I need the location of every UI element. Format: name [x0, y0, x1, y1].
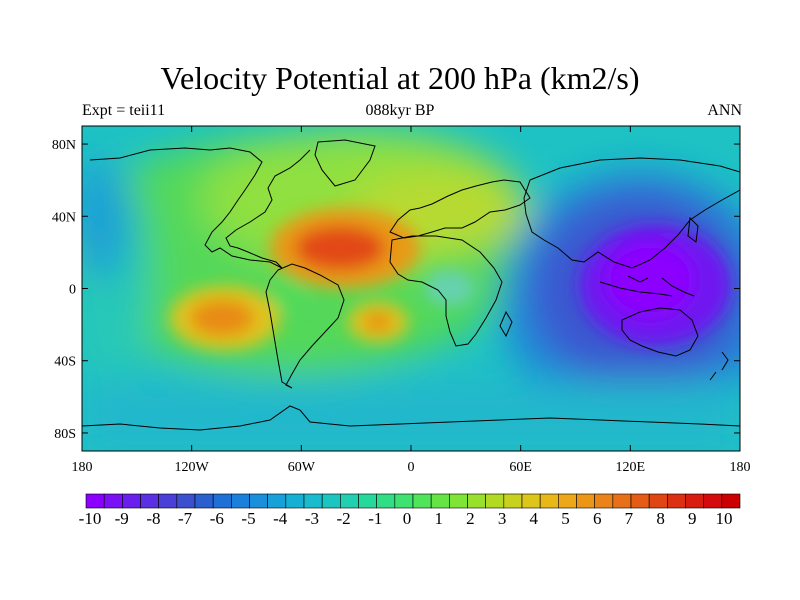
lat-tick-label: 40S: [54, 355, 76, 370]
colorbar-label: -8: [146, 509, 160, 528]
colorbar-label: -7: [178, 509, 193, 528]
velocity-potential-field: [82, 126, 740, 451]
experiment-label: Expt = teii11: [82, 102, 166, 119]
lon-tick-label: 60E: [509, 460, 532, 475]
lon-tick-label: 180: [72, 460, 93, 475]
colorbar-swatch: [430, 493, 450, 509]
colorbar-label: 6: [593, 509, 602, 528]
colorbar-label: 8: [656, 509, 665, 528]
colorbar-swatch: [521, 493, 541, 509]
colorbar-label: -6: [210, 509, 224, 528]
colorbar-swatch: [122, 493, 141, 509]
colorbar-swatch: [539, 493, 559, 509]
colorbar-label: 3: [498, 509, 507, 528]
colorbar-swatch: [630, 493, 650, 509]
colorbar-swatch: [612, 493, 632, 509]
colorbar-swatch: [467, 493, 486, 509]
colorbar-swatch: [321, 493, 341, 509]
lon-tick-label: 120E: [616, 460, 646, 475]
colorbar-swatch: [303, 493, 323, 509]
colorbar-swatch: [394, 493, 414, 509]
colorbar-label: -4: [273, 509, 288, 528]
colorbar-label: -3: [305, 509, 319, 528]
colorbar-swatch: [685, 493, 704, 509]
lon-tick-label: 0: [408, 460, 415, 475]
lon-tick-label: 120W: [175, 460, 210, 475]
colorbar-swatch: [176, 493, 196, 509]
colorbar-swatch: [103, 493, 123, 509]
colorbar-swatch: [667, 493, 686, 509]
colorbar-swatch: [648, 493, 668, 509]
colorbar-label: 9: [688, 509, 697, 528]
colorbar-swatch: [485, 493, 505, 509]
colorbar-swatch: [594, 493, 614, 509]
colorbar-swatch: [558, 493, 577, 509]
season-label: ANN: [707, 102, 742, 119]
colorbar: -10 -9 -8 -7 -6 -5 -4 -3 -2 -1 0 1 2 3 4 5 6 7 8 9 10: [79, 493, 741, 528]
colorbar-swatch: [503, 493, 523, 509]
colorbar-swatch: [140, 493, 159, 509]
colorbar-label: -10: [79, 509, 102, 528]
colorbar-label: 10: [716, 509, 733, 528]
colorbar-swatch: [358, 493, 377, 509]
lat-tick-label: 80S: [54, 427, 76, 442]
colorbar-swatch: [249, 493, 268, 509]
lon-tick-label: 180: [730, 460, 751, 475]
colorbar-label: 7: [625, 509, 634, 528]
colorbar-swatch: [231, 493, 250, 509]
colorbar-swatch: [412, 493, 432, 509]
page-title: Velocity Potential at 200 hPa (km2/s): [160, 60, 640, 96]
lat-tick-label: 80N: [52, 138, 76, 153]
colorbar-swatch: [212, 493, 232, 509]
colorbar-label: 4: [530, 509, 539, 528]
colorbar-label: -1: [368, 509, 382, 528]
axis-ticks: 80N 40N 0 40S 80S 180 120W 60W 0 60E 120E 180: [52, 126, 751, 475]
colorbar-label: 0: [403, 509, 412, 528]
colorbar-label: -2: [337, 509, 351, 528]
colorbar-swatch: [449, 493, 468, 509]
colorbar-label: 2: [466, 509, 475, 528]
colorbar-swatch: [721, 493, 741, 509]
colorbar-swatch: [158, 493, 178, 509]
colorbar-swatch: [576, 493, 595, 509]
colorbar-swatch: [285, 493, 305, 509]
period-label: 088kyr BP: [365, 102, 435, 119]
colorbar-label: -9: [115, 509, 129, 528]
colorbar-swatch: [85, 493, 105, 509]
coastlines: [82, 139, 740, 431]
colorbar-label: 1: [434, 509, 443, 528]
lat-tick-label: 0: [69, 283, 76, 298]
lon-tick-label: 60W: [288, 460, 316, 475]
colorbar-label: 5: [561, 509, 570, 528]
colorbar-swatch: [267, 493, 287, 509]
colorbar-swatch: [703, 493, 723, 509]
colorbar-swatch: [340, 493, 359, 509]
lat-tick-label: 40N: [52, 210, 76, 225]
colorbar-swatch: [194, 493, 214, 509]
colorbar-label: -5: [241, 509, 255, 528]
colorbar-swatch: [376, 493, 396, 509]
